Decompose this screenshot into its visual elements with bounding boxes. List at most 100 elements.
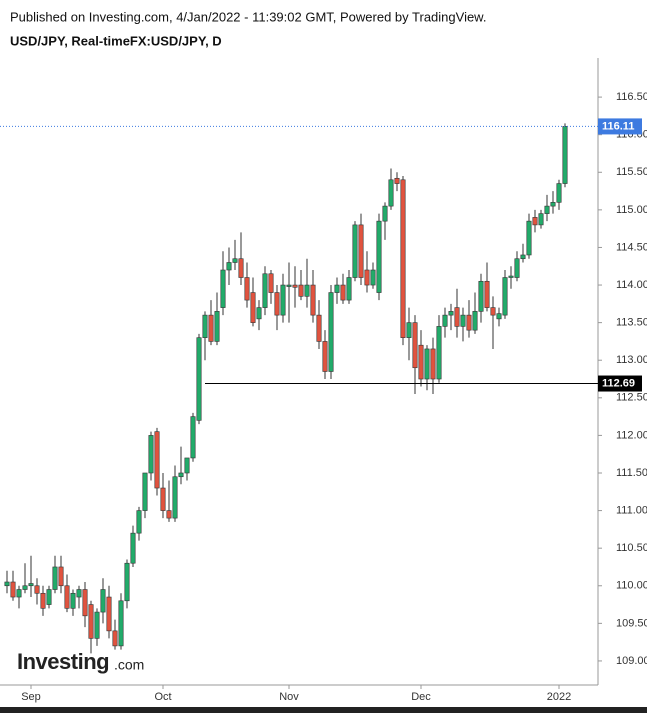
y-tick-label: 112.00 xyxy=(616,429,647,441)
candle-body xyxy=(184,457,190,474)
candle-body xyxy=(70,592,76,609)
candle-body xyxy=(262,273,268,308)
candle-body xyxy=(436,326,442,380)
candle-body xyxy=(526,220,532,256)
candle-body xyxy=(322,341,328,372)
candle-body xyxy=(172,476,178,519)
candle-body xyxy=(112,630,118,647)
x-tick-label: Oct xyxy=(154,691,171,703)
candle-body xyxy=(196,337,202,421)
x-tick-label: Nov xyxy=(279,691,299,703)
candle-body xyxy=(88,604,94,639)
candle-body xyxy=(4,581,10,587)
candle-body xyxy=(466,314,472,331)
candle-body xyxy=(130,532,136,564)
y-tick-label: 111.50 xyxy=(616,467,647,479)
candle-body xyxy=(364,269,370,286)
candle-body xyxy=(16,589,22,598)
candle-body xyxy=(10,581,16,598)
candle-body xyxy=(100,589,106,613)
candle-body xyxy=(472,311,478,331)
candle-body xyxy=(394,177,400,184)
candle-body xyxy=(478,280,484,312)
candle-body xyxy=(460,314,466,327)
candle-body xyxy=(484,280,490,308)
candle-body xyxy=(520,254,526,260)
chart-title: USD/JPY, Real-timeFX:USD/JPY, D xyxy=(10,33,222,48)
current-price-label: 116.11 xyxy=(602,120,634,132)
candle-body xyxy=(142,472,148,511)
candle-body xyxy=(82,589,88,617)
candle-body xyxy=(352,224,358,278)
candle-body xyxy=(382,205,388,222)
candle-body xyxy=(430,348,436,380)
y-tick-label: 115.50 xyxy=(616,166,647,178)
candle-body xyxy=(28,583,34,587)
candle-body xyxy=(550,202,556,207)
y-tick-label: 115.00 xyxy=(616,204,647,216)
candle-body xyxy=(52,566,58,590)
y-tick-label: 109.50 xyxy=(616,617,647,629)
candle-body xyxy=(358,224,364,278)
candle-body xyxy=(514,258,520,278)
y-tick-label: 110.50 xyxy=(616,542,647,554)
candle-body xyxy=(58,566,64,587)
support-label: 112.69 xyxy=(602,377,635,389)
candle-body xyxy=(508,275,514,278)
candle-body xyxy=(490,307,496,316)
y-tick-label: 110.00 xyxy=(616,580,647,592)
candle-body xyxy=(424,348,430,380)
candle-body xyxy=(538,213,544,226)
candle-body xyxy=(136,510,142,534)
y-tick-label: 112.50 xyxy=(616,392,647,404)
candle-body xyxy=(412,322,418,369)
candle-body xyxy=(106,596,112,632)
candle-body xyxy=(316,314,322,342)
candle-body xyxy=(220,269,226,308)
candle-body xyxy=(376,220,382,293)
candle-body xyxy=(22,585,28,590)
candle-body xyxy=(418,344,424,380)
header: Published on Investing.com, 4/Jan/2022 -… xyxy=(10,9,486,24)
candle-body xyxy=(154,431,160,489)
candle-body xyxy=(280,284,286,316)
candle-body xyxy=(310,284,316,316)
candle-body xyxy=(448,311,454,316)
candle-body xyxy=(226,262,232,271)
support-label-box xyxy=(598,375,642,392)
candle-body xyxy=(454,307,460,327)
candle-body xyxy=(334,284,340,293)
x-tick-label: 2022 xyxy=(547,691,571,703)
candle-body xyxy=(268,273,274,293)
candle-body xyxy=(328,292,334,372)
x-tick-label: Dec xyxy=(411,691,431,703)
candle-body xyxy=(274,292,280,316)
candle-body xyxy=(256,307,262,320)
y-tick-label: 109.00 xyxy=(616,655,647,667)
candle-body xyxy=(502,277,508,316)
candle-body xyxy=(304,284,310,297)
candle-body xyxy=(166,510,172,519)
candle-body xyxy=(64,585,70,609)
candle-body xyxy=(76,589,82,598)
candle-body xyxy=(286,284,292,287)
candle-body xyxy=(40,592,46,609)
candle-body xyxy=(496,313,502,320)
y-tick-label: 113.50 xyxy=(616,317,647,329)
y-tick-label: 114.00 xyxy=(616,279,647,291)
candle-body xyxy=(370,269,376,286)
x-tick-label: Sep xyxy=(21,691,41,703)
candle-body xyxy=(124,562,130,602)
candle-body xyxy=(178,472,184,478)
y-tick-label: 113.00 xyxy=(616,354,647,366)
candle-body xyxy=(244,277,250,301)
candle-body xyxy=(340,284,346,301)
candle-body xyxy=(532,217,538,226)
candle-body xyxy=(160,487,166,511)
candle-body xyxy=(388,179,394,207)
candle-body xyxy=(202,314,208,338)
y-tick-label: 114.50 xyxy=(616,241,647,253)
candle-body xyxy=(118,600,124,647)
candle-body xyxy=(214,311,220,342)
